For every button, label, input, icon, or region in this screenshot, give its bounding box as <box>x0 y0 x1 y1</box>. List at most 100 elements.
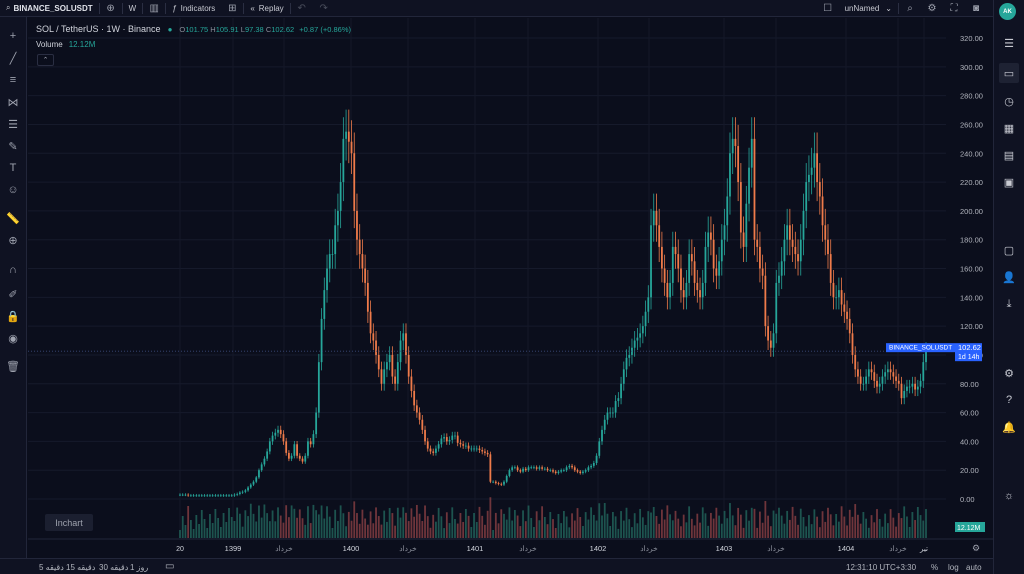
calendar-icon[interactable]: ▦ <box>1003 122 1015 135</box>
compare-add-icon[interactable]: ⊕ <box>106 2 115 14</box>
volume-bar <box>862 512 865 538</box>
range-1d[interactable]: 1 روز <box>130 563 149 572</box>
candle-body <box>560 470 563 472</box>
candle-body <box>862 383 865 385</box>
volume-bar <box>685 522 688 538</box>
redo-icon[interactable]: ↷ <box>319 2 328 14</box>
quick-search-icon[interactable]: ⌕ <box>907 3 913 14</box>
layout-name-button[interactable]: unNamed ⌄ <box>839 0 898 17</box>
candle-body <box>614 401 617 413</box>
candle-body <box>440 438 443 445</box>
emoji-icon[interactable]: ☺ <box>7 184 19 196</box>
brush-icon[interactable]: ✎ <box>8 140 18 153</box>
alerts-clock-icon[interactable]: ◷ <box>1004 95 1014 108</box>
volume-bar <box>217 518 220 538</box>
candle-body <box>745 203 748 247</box>
magnet-icon[interactable]: ∩ <box>9 264 17 276</box>
news-icon[interactable]: ▤ <box>1003 149 1015 162</box>
text-icon[interactable]: T <box>9 162 17 174</box>
clock-readout[interactable]: 12:31:10 UTC+3:30 <box>846 563 917 572</box>
volume-bar <box>810 524 813 538</box>
chart-area[interactable]: 0.0020.0040.0060.0080.00100.00120.00140.… <box>28 18 993 558</box>
settings-icon[interactable]: ⚙ <box>927 3 937 14</box>
theme-sun-icon[interactable]: ☼ <box>1003 490 1015 502</box>
indicators-button[interactable]: ƒ Indicators <box>166 0 221 17</box>
volume-bar <box>778 507 780 538</box>
watchlist-icon[interactable]: ▭ <box>999 63 1019 83</box>
volume-bar <box>715 507 718 538</box>
download-icon[interactable]: ⤓ <box>1006 297 1012 310</box>
interval-button[interactable]: W <box>128 3 137 13</box>
trendline-icon[interactable]: ╱ <box>9 52 17 65</box>
symbol-search[interactable]: ⌕ BINANCE_SOLUSDT <box>0 0 99 17</box>
candle-body <box>851 333 854 355</box>
candle-body <box>647 297 650 312</box>
volume-bar <box>614 516 617 538</box>
candle-body <box>587 467 590 471</box>
layout-checkbox-icon[interactable]: ☐ <box>823 3 833 14</box>
candle-body <box>486 452 489 455</box>
volume-bar <box>241 526 244 538</box>
volume-bar <box>426 516 429 538</box>
trash-icon[interactable]: 🗑 <box>6 360 20 373</box>
volume-bar <box>644 524 647 538</box>
volume-bar <box>181 516 184 538</box>
volume-bar <box>516 515 519 538</box>
range-30m[interactable]: 30 دقیقه <box>99 563 129 572</box>
candle-body <box>715 268 718 276</box>
range-5m[interactable]: 5 دقیقه <box>39 563 64 572</box>
replay-button[interactable]: « Replay <box>244 0 289 17</box>
log-toggle[interactable]: log <box>948 563 959 572</box>
candle-body <box>481 450 484 452</box>
user-icon[interactable]: 👤 <box>1002 271 1016 284</box>
candle-body <box>255 477 258 482</box>
help-icon[interactable]: ? <box>1005 394 1013 406</box>
zoom-in-icon[interactable]: ⊕ <box>8 234 18 247</box>
volume-bar <box>535 511 538 538</box>
candle-body <box>475 448 478 450</box>
bell-icon[interactable]: 🔔 <box>1002 421 1016 434</box>
templates-grid-icon[interactable]: ⊞ <box>228 2 237 14</box>
notes-icon[interactable]: ▣ <box>1003 176 1015 189</box>
horizontal-lines-icon[interactable]: ≡ <box>9 74 17 86</box>
ruler-icon[interactable]: 📏 <box>6 212 20 225</box>
pattern-icon[interactable]: ⋈ <box>7 96 19 109</box>
lock-drawing-icon[interactable]: ✐ <box>8 288 18 301</box>
avatar[interactable]: AK <box>999 3 1016 20</box>
volume-bar <box>184 525 187 538</box>
eye-icon[interactable]: ◉ <box>8 332 18 345</box>
price-chart[interactable]: 0.0020.0040.0060.0080.00100.00120.00140.… <box>28 18 993 558</box>
candle-body <box>704 246 707 283</box>
volume-bar <box>366 524 369 538</box>
menu-icon[interactable]: ☰ <box>1004 37 1014 50</box>
undo-icon[interactable]: ↶ <box>297 2 306 14</box>
auto-toggle[interactable]: auto <box>966 563 982 572</box>
candle-body <box>467 445 470 449</box>
candle-body <box>421 419 424 430</box>
y-tick-label: 60.00 <box>960 409 979 418</box>
y-tick-label: 180.00 <box>960 236 983 245</box>
gear-icon[interactable]: ⚙ <box>1004 367 1014 380</box>
candles-icon[interactable]: ▥ <box>149 2 159 14</box>
volume-bar <box>298 509 301 538</box>
candle-body <box>571 465 573 468</box>
candle-body <box>590 465 593 468</box>
date-range-icon[interactable]: ▭ <box>165 561 175 572</box>
candle-body <box>388 354 391 363</box>
volume-bar <box>658 523 661 538</box>
wallet-icon[interactable]: ▢ <box>1003 244 1015 257</box>
candle-body <box>846 311 848 319</box>
percent-toggle[interactable]: % <box>931 563 939 572</box>
range-15m[interactable]: 15 دقیقه <box>66 563 96 572</box>
collapse-legend-button[interactable]: ⌃ <box>37 54 54 66</box>
camera-icon[interactable]: ◙ <box>972 3 980 14</box>
volume-bar <box>249 503 252 538</box>
lock-icon[interactable]: 🔒 <box>6 310 20 323</box>
crosshair-icon[interactable]: + <box>9 30 17 42</box>
candle-body <box>181 494 184 496</box>
volume-bar <box>889 509 892 538</box>
fullscreen-icon[interactable]: ⛶ <box>950 3 958 14</box>
volume-bar <box>908 527 911 538</box>
candle-body <box>636 337 639 341</box>
fibonacci-icon[interactable]: ☰ <box>8 118 18 131</box>
